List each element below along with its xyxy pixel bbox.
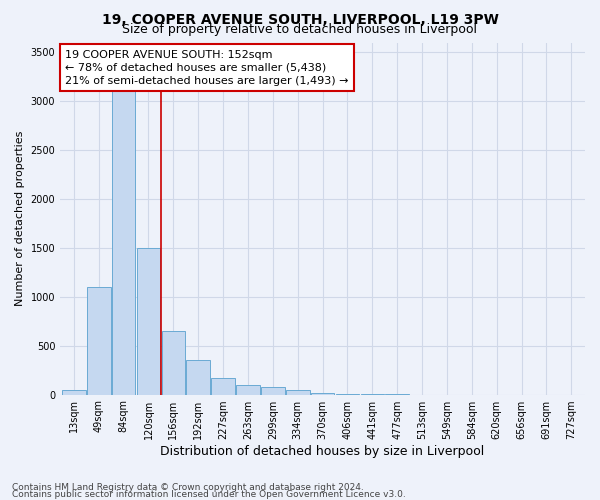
Bar <box>112 62 136 394</box>
Y-axis label: Number of detached properties: Number of detached properties <box>15 131 25 306</box>
Bar <box>137 248 160 394</box>
Text: Contains public sector information licensed under the Open Government Licence v3: Contains public sector information licen… <box>12 490 406 499</box>
Bar <box>211 378 235 394</box>
Bar <box>286 390 310 394</box>
Text: 19 COOPER AVENUE SOUTH: 152sqm
← 78% of detached houses are smaller (5,438)
21% : 19 COOPER AVENUE SOUTH: 152sqm ← 78% of … <box>65 50 349 86</box>
X-axis label: Distribution of detached houses by size in Liverpool: Distribution of detached houses by size … <box>160 444 485 458</box>
Bar <box>261 387 284 394</box>
Text: 19, COOPER AVENUE SOUTH, LIVERPOOL, L19 3PW: 19, COOPER AVENUE SOUTH, LIVERPOOL, L19 … <box>101 12 499 26</box>
Text: Contains HM Land Registry data © Crown copyright and database right 2024.: Contains HM Land Registry data © Crown c… <box>12 484 364 492</box>
Bar <box>236 385 260 394</box>
Bar <box>87 287 110 395</box>
Bar <box>161 331 185 394</box>
Bar <box>311 392 334 394</box>
Bar <box>187 360 210 394</box>
Bar <box>62 390 86 394</box>
Text: Size of property relative to detached houses in Liverpool: Size of property relative to detached ho… <box>122 22 478 36</box>
